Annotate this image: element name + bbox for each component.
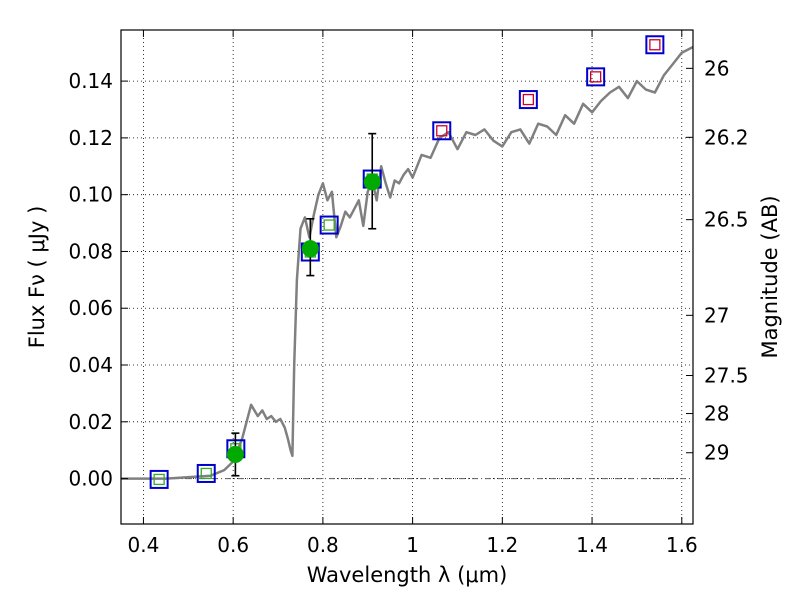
model-band-box: [149, 469, 169, 489]
plot-frame: [120, 29, 694, 525]
y2-tick-label: 29: [704, 441, 729, 465]
x-tick-label: 1: [406, 533, 419, 557]
y-tick-label: 0.06: [68, 296, 113, 320]
measured-point: [363, 173, 381, 191]
model-band-inner-box: [589, 71, 602, 83]
model-band-box: [645, 35, 665, 55]
y2-tick-label: 26: [704, 56, 729, 80]
x-tick-label: 1.4: [576, 533, 608, 557]
y-tick-label: 0.12: [68, 126, 113, 150]
x-tick-label: 0.8: [307, 533, 339, 557]
model-band-box: [518, 90, 538, 110]
model-spectrum-line: [121, 45, 694, 480]
y2-tick-label: 27: [704, 303, 729, 327]
x-axis-label: Wavelength λ (μm): [307, 563, 508, 587]
y2-tick-label: 27.5: [704, 364, 749, 388]
y-axis-label: Flux Fν ( μJy ): [25, 206, 49, 349]
x-tick-label: 0.4: [128, 533, 160, 557]
grid-lines: [121, 30, 693, 524]
x-tick-label: 1.2: [486, 533, 518, 557]
measured-point: [301, 240, 319, 258]
y-tick-label: 0.00: [68, 467, 113, 491]
axis-ticks: 0.4 0.6 0.8 1 1.2 1.4 1.6 0.00 0.02 0.04 0.06 0.08 0…: [68, 30, 749, 557]
model-band-box: [196, 463, 216, 483]
model-band-inner-box: [649, 39, 661, 51]
y-tick-label: 0.04: [68, 353, 113, 377]
model-band-box: [319, 215, 339, 235]
model-band-inner-box: [323, 219, 335, 231]
model-band-inner-box: [522, 93, 535, 106]
model-band-inner-box: [153, 473, 165, 486]
y2-tick-label: 26.5: [704, 208, 749, 232]
model-band-box: [586, 67, 606, 87]
y-tick-label: 0.10: [68, 183, 113, 207]
model-band-box: [432, 121, 452, 141]
model-band-inner-box: [436, 125, 448, 137]
y-tick-label: 0.02: [68, 410, 113, 434]
x-tick-label: 1.6: [666, 533, 698, 557]
measured-point: [226, 445, 244, 463]
y-tick-label: 0.08: [68, 239, 113, 263]
measured-points: [226, 132, 381, 477]
x-tick-label: 0.6: [217, 533, 249, 557]
y2-tick-label: 28: [704, 402, 729, 426]
model-band-inner-box: [200, 467, 212, 480]
y-tick-label: 0.14: [68, 69, 113, 93]
y2-axis-label: Magnitude (AB): [758, 195, 782, 358]
y2-tick-label: 26.2: [704, 125, 749, 149]
